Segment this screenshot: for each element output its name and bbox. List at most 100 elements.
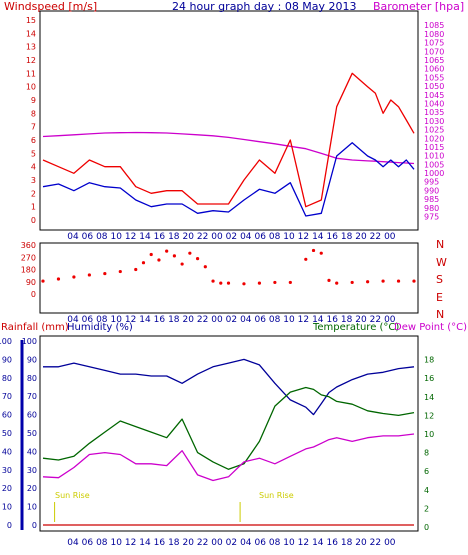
direction-tick: 0 <box>31 290 36 299</box>
dewpoint-axis-label: Dew Point (°C) <box>394 322 467 333</box>
humidity-line <box>43 358 415 416</box>
temp-panel-x-tick: 12 <box>125 538 136 548</box>
temp-panel-x-tick: 22 <box>370 538 381 548</box>
wind-direction-point <box>226 281 231 285</box>
wind-direction-point <box>327 278 331 282</box>
direction-tick: 270 <box>21 253 36 262</box>
barometer-tick: 1005 <box>424 160 444 169</box>
direction-panel-x-tick: 04 <box>240 315 252 325</box>
temperature-tick: 6 <box>424 467 429 476</box>
temp-panel-x-tick: 12 <box>298 538 309 548</box>
direction-panel-x-tick: 08 <box>269 315 281 325</box>
temp-panel-x-tick: 00 <box>211 538 223 548</box>
wind-direction-point <box>203 265 207 269</box>
wind-panel-x-tick: 18 <box>168 232 180 242</box>
humidity-tick: 10 <box>27 503 37 512</box>
wind-direction-point <box>219 281 223 285</box>
temp-panel-x-tick: 14 <box>139 538 151 548</box>
rainfall-tick: 90 <box>2 355 12 364</box>
windspeed-tick: 0 <box>31 216 36 225</box>
temperature-tick: 12 <box>424 411 434 420</box>
rainfall-tick: 70 <box>2 392 12 401</box>
temp-panel-x-tick: 16 <box>326 538 338 548</box>
wind-panel-x-tick: 12 <box>298 232 309 242</box>
wind-speed-line <box>42 142 415 217</box>
direction-panel-x-tick: 10 <box>110 315 122 325</box>
windspeed-tick: 2 <box>31 189 36 198</box>
temp-panel-x-tick: 06 <box>82 538 94 548</box>
direction-panel-frame <box>39 242 419 314</box>
wind-direction-point <box>72 275 76 279</box>
humidity-tick: 0 <box>32 521 37 530</box>
direction-panel-x-tick: 02 <box>226 315 237 325</box>
temperature-tick: 14 <box>424 393 434 402</box>
barometer-tick: 980 <box>424 204 439 213</box>
rainfall-tick: 60 <box>2 411 12 420</box>
wind-direction-point <box>149 252 153 257</box>
direction-panel-x-tick: 00 <box>211 315 223 325</box>
wind-direction-point <box>335 281 339 285</box>
rainfall-axis-label: Rainfall (mm) <box>1 322 69 333</box>
wind-direction-point <box>288 280 292 285</box>
temperature-tick: 18 <box>424 356 434 365</box>
wind-panel-x-tick: 22 <box>370 232 381 242</box>
temp-panel-x-tick: 00 <box>384 538 396 548</box>
barometer-tick: 975 <box>424 213 439 222</box>
rainfall-tick: 30 <box>2 466 12 475</box>
wind-direction-point <box>188 251 192 255</box>
barometer-tick: 1065 <box>424 56 444 65</box>
temp-panel-frame <box>39 335 419 532</box>
rainfall-tick: 100 <box>0 337 12 346</box>
windspeed-axis-label: Windspeed [m/s] <box>4 0 97 13</box>
rainfall-tick: 80 <box>2 374 12 383</box>
windspeed-tick: 5 <box>31 149 36 158</box>
windspeed-tick: 6 <box>31 136 36 145</box>
wind-panel-x-tick: 18 <box>341 232 353 242</box>
temp-panel-x-tick: 08 <box>269 538 281 548</box>
temperature-tick: 2 <box>424 504 429 513</box>
direction-panel-x-tick: 06 <box>82 315 94 325</box>
temp-panel-x-tick: 20 <box>182 538 194 548</box>
barometer-tick: 1070 <box>424 47 444 56</box>
wind-direction-point <box>195 257 200 261</box>
wind-panel-x-tick: 16 <box>154 232 166 242</box>
humidity-axis-label: Humidity (%) <box>67 322 133 333</box>
temp-panel-x-tick: 04 <box>67 538 79 548</box>
sun-rise-label-1: Sun Rise <box>55 491 90 500</box>
temp-panel-x-tick: 22 <box>197 538 208 548</box>
temperature-tick: 8 <box>424 449 429 458</box>
temp-panel-x-tick: 20 <box>355 538 367 548</box>
wind-direction-point <box>396 279 401 283</box>
humidity-tick: 70 <box>27 392 37 401</box>
windspeed-tick: 11 <box>26 69 36 78</box>
temp-panel-x-tick: 14 <box>312 538 324 548</box>
wind-direction-point <box>165 249 169 253</box>
direction-panel-x-tick: 16 <box>154 315 166 325</box>
wind-direction-point <box>180 262 184 266</box>
barometer-tick: 1035 <box>424 108 444 117</box>
temperature-tick: 16 <box>424 374 434 383</box>
direction-panel-x-tick: 14 <box>139 315 151 325</box>
direction-panel-x-tick: 08 <box>96 315 108 325</box>
compass-label: W <box>436 256 447 269</box>
direction-tick: 90 <box>26 278 36 287</box>
wind-direction-point <box>366 280 370 284</box>
wind-direction-point <box>257 281 262 285</box>
wind-panel-x-tick: 14 <box>139 232 151 242</box>
humidity-tick: 20 <box>27 484 37 493</box>
temp-panel-x-tick: 18 <box>168 538 180 548</box>
wind-panel-x-tick: 00 <box>211 232 223 242</box>
windspeed-tick: 14 <box>26 29 36 38</box>
barometer-tick: 1050 <box>424 82 444 91</box>
direction-tick: 180 <box>21 266 36 275</box>
compass-label: N <box>436 238 444 251</box>
temp-panel-x-tick: 10 <box>283 538 295 548</box>
wind-panel-x-tick: 16 <box>326 232 338 242</box>
barometer-tick: 1025 <box>424 126 444 135</box>
windspeed-tick: 3 <box>31 176 36 185</box>
windspeed-tick: 8 <box>31 109 36 118</box>
direction-panel-x-tick: 20 <box>355 315 367 325</box>
direction-panel-x-tick: 18 <box>168 315 180 325</box>
temperature-tick: 4 <box>424 486 429 495</box>
rainfall-tick: 10 <box>2 503 12 512</box>
